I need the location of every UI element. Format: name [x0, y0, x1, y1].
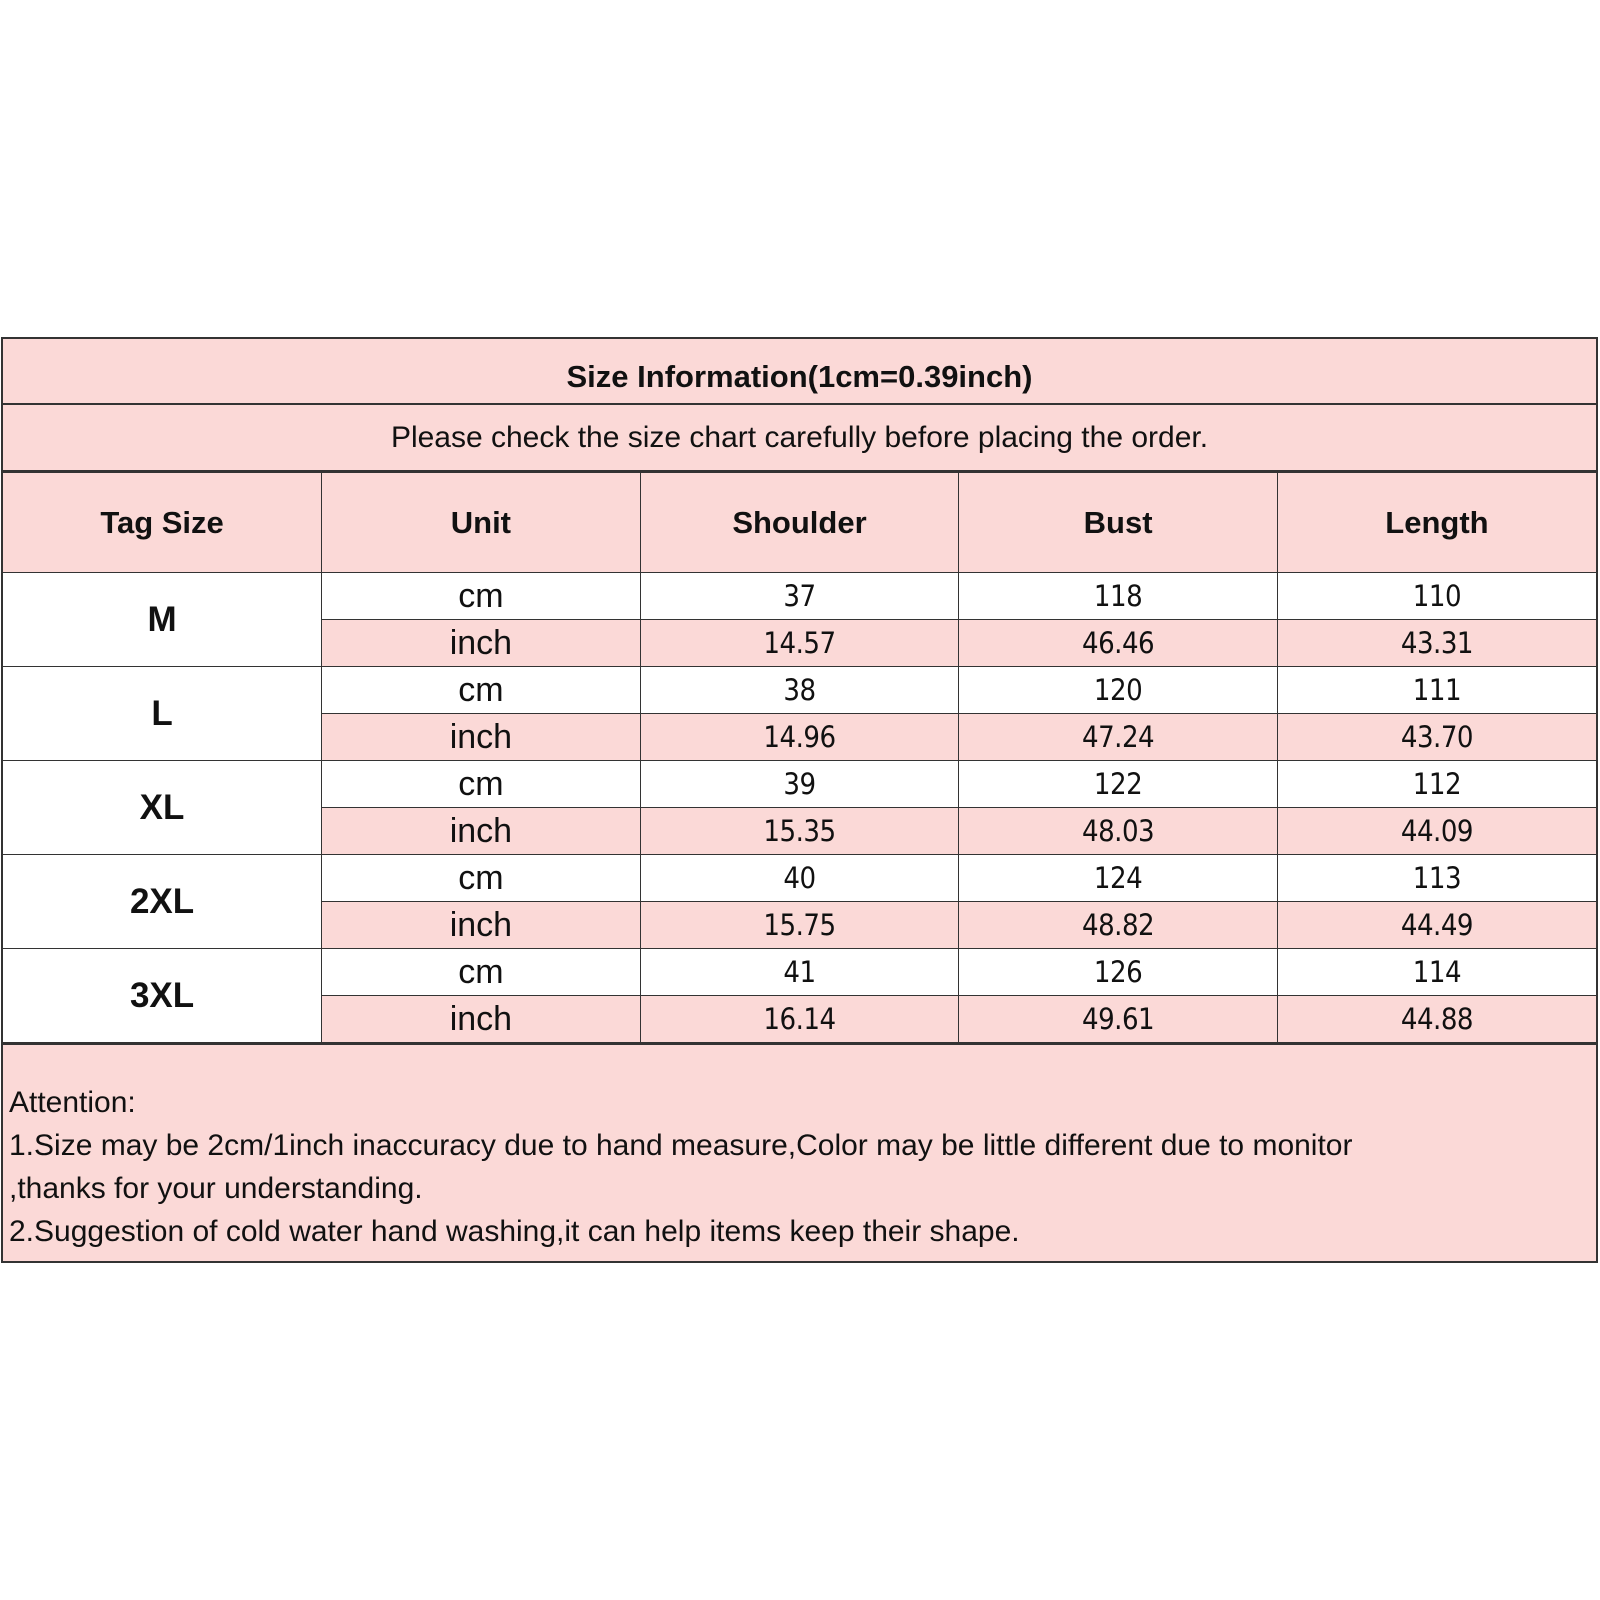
value-cell: 15.75	[639, 901, 960, 949]
unit-cell: cm	[321, 572, 641, 620]
chart-title: Size Information(1cm=0.39inch)	[3, 339, 1596, 405]
value-cell: 44.09	[1276, 807, 1596, 855]
value-cell: 39	[639, 760, 960, 808]
note-line: Attention:	[9, 1086, 136, 1119]
value-cell: 48.82	[958, 901, 1278, 949]
table-row: inch 14.57 46.46 43.31	[3, 619, 1596, 667]
value-cell: 112	[1276, 760, 1596, 808]
value-cell: 48.03	[958, 807, 1278, 855]
value-cell: 118	[958, 572, 1278, 620]
chart-subtitle: Please check the size chart carefully be…	[3, 405, 1596, 472]
tag-size-cell: 2XL	[3, 854, 323, 949]
unit-cell: cm	[321, 760, 641, 808]
column-header: Unit	[321, 472, 641, 573]
value-cell: 37	[639, 572, 960, 620]
value-cell: 122	[958, 760, 1278, 808]
table-row: inch 14.96 47.24 43.70	[3, 713, 1596, 761]
unit-cell: inch	[321, 901, 641, 949]
unit-cell: inch	[321, 995, 641, 1043]
table-row: inch 15.35 48.03 44.09	[3, 807, 1596, 855]
column-header: Length	[1276, 472, 1596, 573]
unit-cell: inch	[321, 619, 641, 667]
column-header: Shoulder	[639, 472, 960, 573]
value-cell: 14.57	[639, 619, 960, 667]
tag-size-cell: L	[3, 666, 323, 761]
unit-cell: inch	[321, 713, 641, 761]
table-row: inch 15.75 48.82 44.49	[3, 901, 1596, 949]
header-row: Tag Size Unit Shoulder Bust Length	[3, 472, 1596, 573]
value-cell: 46.46	[958, 619, 1278, 667]
unit-cell: cm	[321, 666, 641, 714]
table-row: XL cm 39 122 112	[3, 760, 1596, 855]
value-cell: 124	[958, 854, 1278, 902]
table-row: 2XL cm 40 124 113	[3, 854, 1596, 949]
tag-size-cell: XL	[3, 760, 323, 855]
unit-cell: cm	[321, 948, 641, 996]
value-cell: 38	[639, 666, 960, 714]
unit-cell: inch	[321, 807, 641, 855]
column-header: Tag Size	[3, 472, 323, 573]
value-cell: 15.35	[639, 807, 960, 855]
size-chart: Size Information(1cm=0.39inch) Please ch…	[1, 337, 1598, 1263]
value-cell: 49.61	[958, 995, 1278, 1043]
value-cell: 16.14	[639, 995, 960, 1043]
attention-notes: Attention: 1.Size may be 2cm/1inch inaccu…	[3, 1043, 1596, 1261]
note-line: 2.Suggestion of cold water hand washing,…	[9, 1215, 1020, 1248]
table-row: inch 16.14 49.61 44.88	[3, 995, 1596, 1043]
tag-size-cell: M	[3, 572, 323, 667]
unit-cell: cm	[321, 854, 641, 902]
column-header: Bust	[958, 472, 1278, 573]
note-line: 1.Size may be 2cm/1inch inaccuracy due t…	[9, 1129, 1353, 1162]
value-cell: 114	[1276, 948, 1596, 996]
tag-size-cell: 3XL	[3, 948, 323, 1043]
value-cell: 113	[1276, 854, 1596, 902]
value-cell: 120	[958, 666, 1278, 714]
value-cell: 43.70	[1276, 713, 1596, 761]
value-cell: 111	[1276, 666, 1596, 714]
value-cell: 44.88	[1276, 995, 1596, 1043]
value-cell: 40	[639, 854, 960, 902]
value-cell: 126	[958, 948, 1278, 996]
value-cell: 14.96	[639, 713, 960, 761]
value-cell: 44.49	[1276, 901, 1596, 949]
value-cell: 47.24	[958, 713, 1278, 761]
value-cell: 43.31	[1276, 619, 1596, 667]
value-cell: 41	[639, 948, 960, 996]
value-cell: 110	[1276, 572, 1596, 620]
note-line: ,thanks for your understanding.	[9, 1172, 423, 1205]
table-row: 3XL cm 41 126 114	[3, 948, 1596, 1043]
